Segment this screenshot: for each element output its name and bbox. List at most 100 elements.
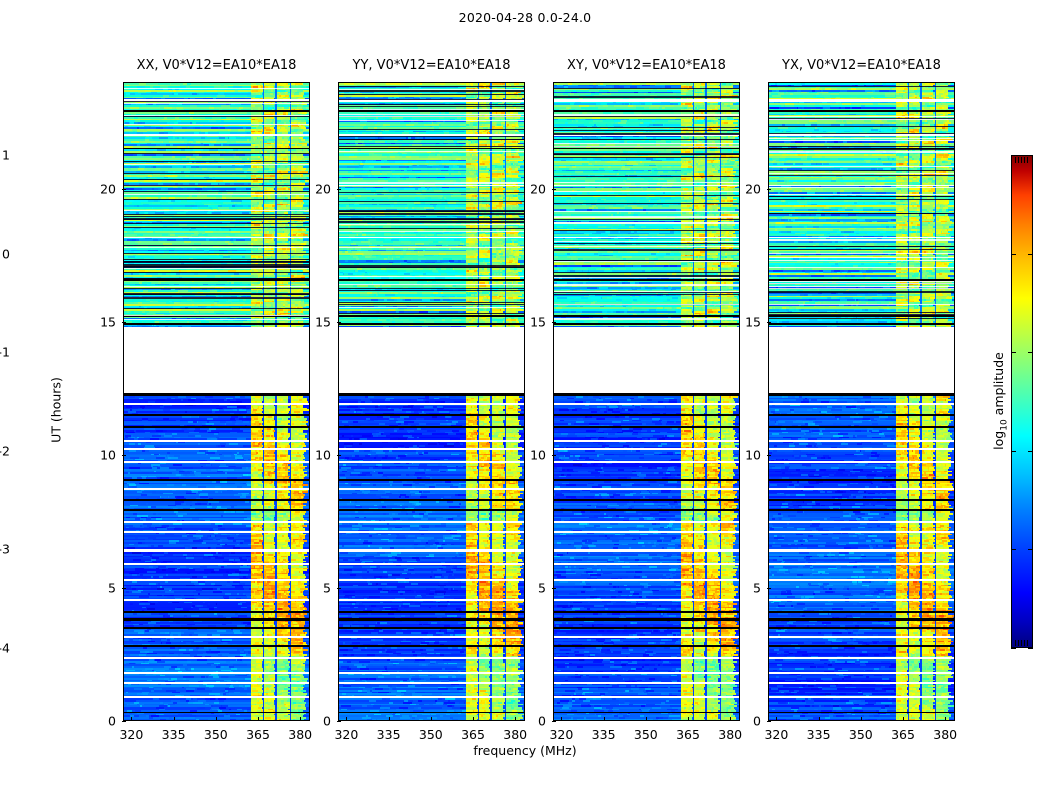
flagged-row [769, 531, 954, 533]
flagged-row [339, 531, 524, 533]
flagged-row [339, 712, 524, 714]
x-tick-label: 320 [119, 727, 143, 742]
spectrogram-image [339, 83, 524, 720]
x-tick [174, 717, 175, 721]
flagged-row [339, 645, 524, 647]
flagged-row [554, 672, 739, 675]
flagged-row [339, 599, 524, 601]
y-tick [552, 189, 556, 190]
y-tick-label: 20 [100, 181, 116, 196]
flagged-row [769, 323, 954, 326]
flagged-row [554, 712, 739, 714]
flagged-row [554, 414, 739, 416]
flagged-row [769, 521, 954, 523]
flagged-row [124, 279, 309, 281]
x-tick [561, 717, 562, 721]
colorbar-minor-tick [1015, 157, 1016, 163]
axes-xx[interactable] [123, 82, 310, 721]
flagged-row [769, 645, 954, 647]
flagged-row [339, 521, 524, 523]
y-tick-label: 15 [530, 314, 546, 329]
colorbar-minor-tick [1021, 157, 1022, 163]
flagged-row [124, 323, 309, 326]
flagged-row [769, 672, 954, 675]
x-tick-label: 320 [764, 727, 788, 742]
y-tick [767, 189, 771, 190]
flagged-row [124, 672, 309, 675]
flagged-row [339, 414, 524, 416]
x-tick [389, 717, 390, 721]
y-axis-label: UT (hours) [49, 377, 64, 443]
colorbar[interactable] [1011, 155, 1033, 648]
colorbar-tick [1028, 352, 1033, 353]
flagged-row [769, 599, 954, 601]
flagged-row [339, 579, 524, 581]
panel-yy: YY, V0*V12=EA10*EA18 320 335 350 365 380 0 5 10 1… [338, 82, 525, 721]
colorbar-tick [1011, 451, 1016, 452]
y-tick [337, 455, 341, 456]
flagged-row [339, 279, 524, 281]
axes-yx[interactable] [768, 82, 955, 721]
flagged-row [769, 657, 954, 659]
flagged-row [339, 148, 524, 150]
flagged-row [769, 479, 954, 481]
flagged-row [339, 611, 524, 613]
flagged-row [769, 110, 954, 112]
flagged-row [554, 185, 739, 187]
colorbar-minor-tick [1015, 640, 1016, 646]
x-tick-label: 335 [807, 727, 831, 742]
colorbar-minor-tick [1018, 157, 1019, 163]
y-tick [122, 588, 126, 589]
x-tick [819, 717, 820, 721]
x-tick-label: 350 [419, 727, 443, 742]
flagged-row [769, 636, 954, 639]
flagged-row [554, 479, 739, 481]
flagged-row [339, 479, 524, 481]
y-tick-label: 5 [108, 580, 116, 595]
y-tick [122, 189, 126, 190]
flagged-row [769, 712, 954, 714]
flagged-row [554, 461, 739, 463]
colorbar-minor-tick [1021, 640, 1022, 646]
axes-yy[interactable] [338, 82, 525, 721]
y-tick-label: 15 [100, 314, 116, 329]
y-tick [337, 189, 341, 190]
colorbar-tick [1011, 155, 1016, 156]
flagged-row [554, 682, 739, 684]
flagged-row [769, 509, 954, 511]
flagged-row [769, 611, 954, 613]
flagged-row [554, 99, 739, 102]
flagged-row [339, 185, 524, 187]
x-tick [688, 717, 689, 721]
flagged-row [124, 448, 309, 450]
flagged-row [124, 393, 309, 396]
flagged-row [769, 448, 954, 450]
flagged-row [124, 134, 309, 136]
flagged-row [554, 509, 739, 511]
x-tick [730, 717, 731, 721]
flagged-row [124, 148, 309, 150]
flagged-row [339, 237, 524, 239]
flagged-row [554, 448, 739, 450]
flagged-row [769, 99, 954, 102]
y-tick-label: 20 [530, 181, 546, 196]
flagged-row [124, 403, 309, 405]
flagged-row [769, 627, 954, 629]
flagged-row [554, 627, 739, 629]
y-tick [337, 322, 341, 323]
flagged-row [339, 672, 524, 675]
flagged-row [554, 531, 739, 533]
colorbar-tick [1028, 549, 1033, 550]
x-tick [646, 717, 647, 721]
flagged-row [124, 414, 309, 416]
flagged-row [769, 237, 954, 239]
flagged-row [124, 549, 309, 552]
data-gap [339, 327, 524, 394]
colorbar-tick-label: -4 [0, 641, 10, 656]
y-tick-label: 15 [745, 314, 761, 329]
y-tick [122, 322, 126, 323]
axes-xy[interactable] [553, 82, 740, 721]
flagged-row [339, 448, 524, 450]
flagged-row [769, 488, 954, 491]
panel-title-yx: YX, V0*V12=EA10*EA18 [782, 58, 941, 73]
